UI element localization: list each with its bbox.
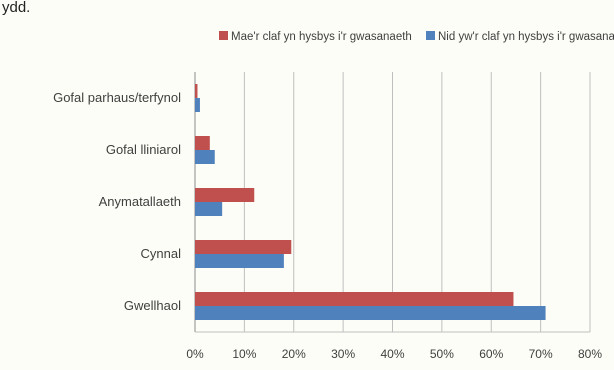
x-tick-label: 30% xyxy=(331,347,355,361)
bar-known-1 xyxy=(195,136,210,150)
x-tick-label: 80% xyxy=(578,347,602,361)
legend: Mae'r claf yn hysbys i'r gwasanaeth Nid … xyxy=(219,31,614,43)
bar-unknown-2 xyxy=(195,202,223,216)
category-labels: Gofal parhaus/terfynol Gofal lliniarol Any… xyxy=(53,90,181,313)
header-fragment: ydd. xyxy=(2,0,30,16)
x-tick-label: 10% xyxy=(232,347,256,361)
bar-unknown-0 xyxy=(195,98,200,112)
category-label: Gofal lliniarol xyxy=(106,142,181,157)
x-tick-label: 40% xyxy=(380,347,404,361)
legend-swatch-1 xyxy=(426,31,435,40)
category-label: Cynnal xyxy=(141,246,182,261)
x-tick-label: 70% xyxy=(529,347,553,361)
x-tick-label: 60% xyxy=(479,347,503,361)
x-tick-label: 20% xyxy=(282,347,306,361)
bar-known-3 xyxy=(195,240,292,254)
x-tick-label: 50% xyxy=(430,347,454,361)
category-label: Gofal parhaus/terfynol xyxy=(53,90,181,105)
x-tick-labels: 0% 10% 20% 30% 40% 50% 60% 70% 80% xyxy=(186,347,602,361)
category-label: Gwellhaol xyxy=(124,298,181,313)
bar-unknown-1 xyxy=(195,150,215,164)
bars xyxy=(195,84,546,320)
category-label: Anymatallaeth xyxy=(99,194,181,209)
bar-known-2 xyxy=(195,188,255,202)
legend-label-1: Nid yw'r claf yn hysbys i'r gwasanaeth xyxy=(438,31,614,43)
bar-known-4 xyxy=(195,292,514,306)
bar-unknown-4 xyxy=(195,306,546,320)
bar-known-0 xyxy=(195,84,198,98)
legend-label-0: Mae'r claf yn hysbys i'r gwasanaeth xyxy=(231,31,412,43)
x-tick-label: 0% xyxy=(186,347,204,361)
bar-unknown-3 xyxy=(195,254,284,268)
gridlines xyxy=(194,72,591,333)
legend-swatch-0 xyxy=(219,31,228,40)
